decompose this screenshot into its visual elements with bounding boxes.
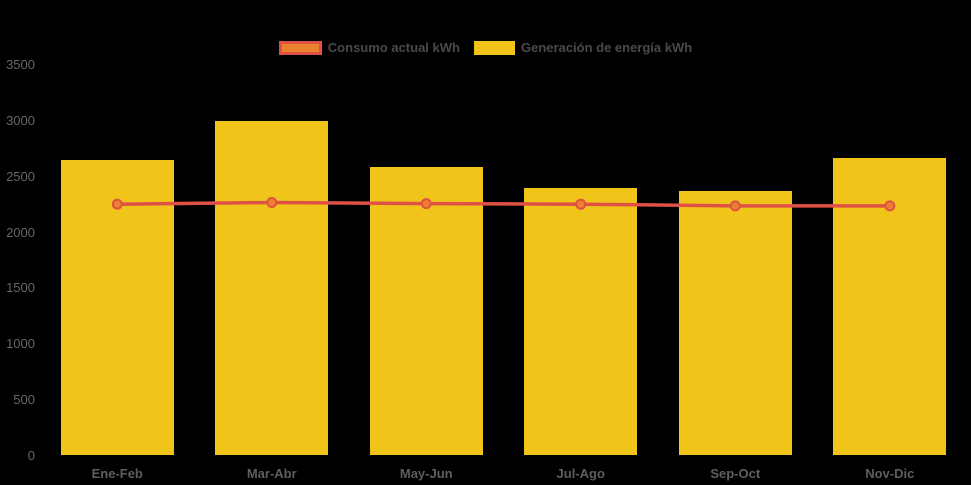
legend-item-consumo-actual[interactable]: Consumo actual kWh [278, 40, 460, 55]
legend-label-consumo-actual: Consumo actual kWh [327, 40, 460, 55]
legend-swatch-consumo-actual [278, 41, 322, 55]
bar-sep-oct[interactable] [678, 190, 792, 455]
line-point-mar-abr[interactable] [266, 197, 278, 208]
bar-mar-abr[interactable] [215, 120, 329, 455]
x-axis-label-jul-ago: Jul-Ago [556, 466, 605, 481]
line-point-jul-ago[interactable] [575, 198, 587, 210]
legend-item-generacion-energia[interactable]: Generación de energía kWh [473, 40, 693, 55]
y-axis-tick-3000: 3000 [6, 112, 35, 128]
y-axis-tick-1000: 1000 [6, 336, 35, 352]
x-axis-label-sep-oct: Sep-Oct [710, 466, 761, 481]
y-axis-tick-3500: 3500 [6, 57, 35, 72]
y-axis-tick-2000: 2000 [6, 224, 35, 240]
bar-may-jun[interactable] [369, 166, 483, 455]
y-axis-tick-1500: 1500 [6, 280, 35, 296]
line-point-may-jun[interactable] [420, 198, 432, 210]
x-axis-label-nov-dic: Nov-Dic [865, 466, 915, 481]
y-axis-tick-2500: 2500 [6, 168, 35, 184]
chart-legend: Consumo actual kWh Generación de energía… [0, 40, 971, 56]
line-point-ene-feb[interactable] [111, 198, 123, 210]
line-point-sep-oct[interactable] [729, 200, 741, 212]
x-axis-label-mar-abr: Mar-Abr [246, 466, 297, 481]
y-axis-tick-0: 0 [27, 448, 35, 463]
x-axis-label-ene-feb: Ene-Feb [91, 466, 143, 481]
line-consumo-actual-kwh [117, 200, 890, 208]
y-axis-tick-500: 500 [13, 392, 35, 408]
legend-swatch-generacion-energia [473, 41, 515, 55]
line-point-nov-dic[interactable] [884, 200, 896, 212]
bar-jul-ago[interactable] [524, 188, 638, 455]
x-axis-label-may-jun: May-Jun [399, 466, 453, 481]
legend-label-generacion-energia: Generación de energía kWh [520, 40, 693, 55]
